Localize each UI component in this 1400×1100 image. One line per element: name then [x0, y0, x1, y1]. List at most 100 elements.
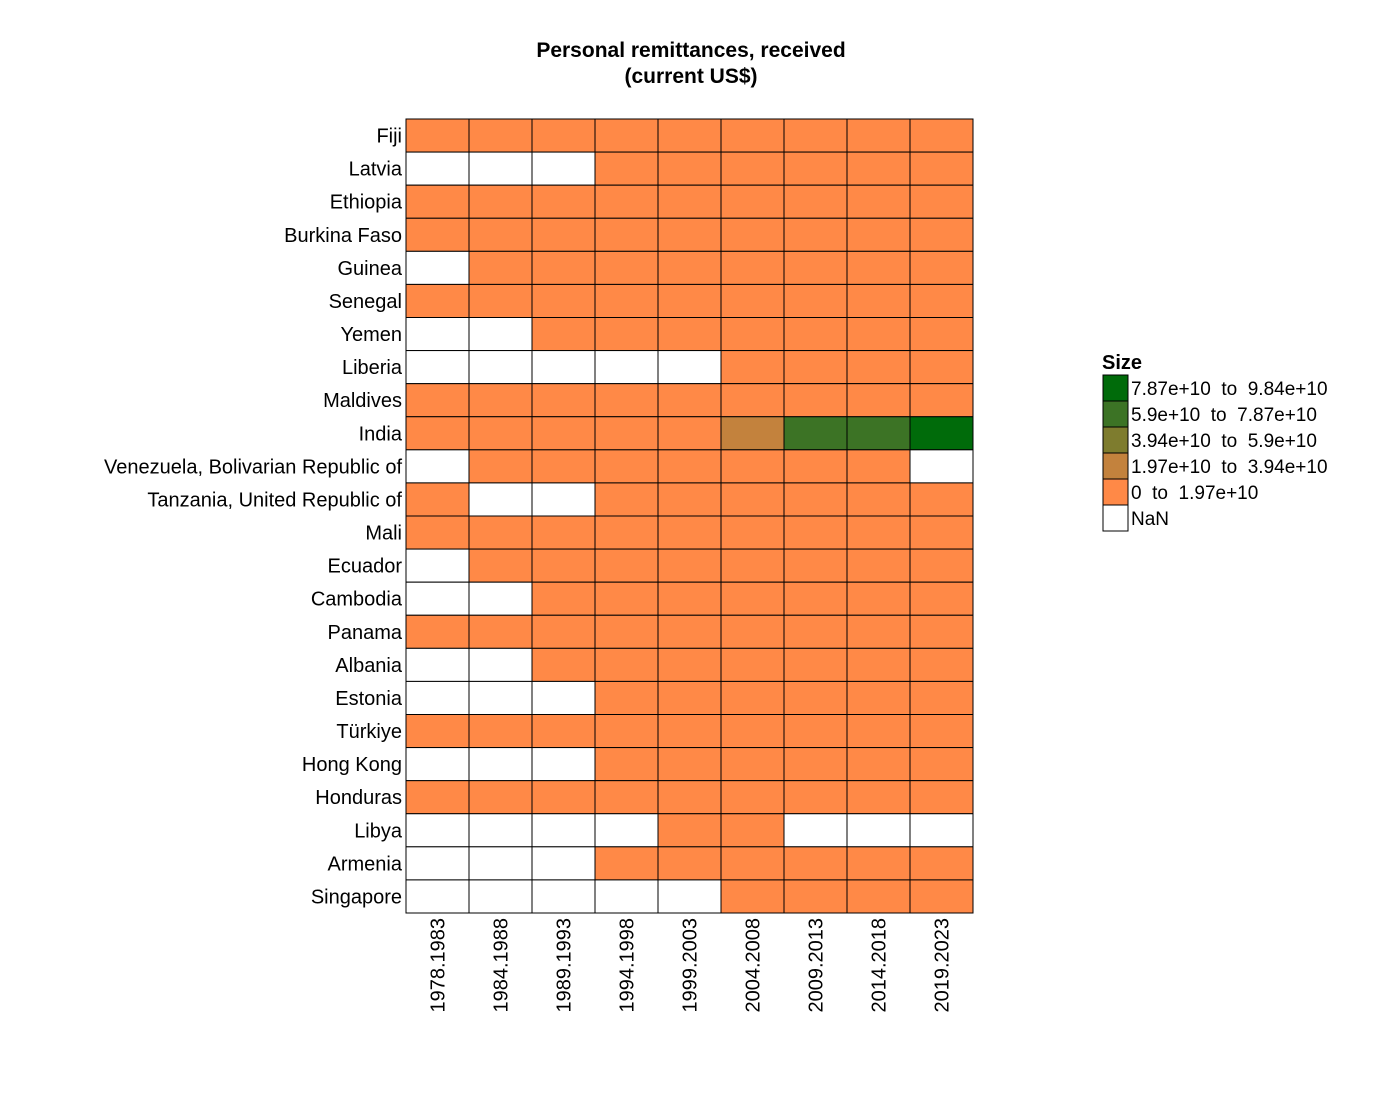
legend-label: 3.94e+10 to 5.9e+10 — [1131, 431, 1317, 452]
heatmap-cell — [846, 647, 911, 682]
heatmap-cell — [468, 581, 533, 616]
heatmap-cell — [783, 250, 848, 285]
heatmap-cell — [405, 780, 470, 815]
heatmap-cell — [846, 780, 911, 815]
heatmap-cell — [531, 118, 596, 153]
heatmap-cell — [909, 317, 974, 352]
heatmap-cell — [405, 714, 470, 749]
heatmap-cell — [909, 416, 974, 451]
heatmap-cell — [594, 383, 659, 418]
heatmap-cell — [783, 548, 848, 583]
heatmap-cell — [468, 515, 533, 550]
heatmap-cell — [594, 747, 659, 782]
heatmap-cell — [846, 283, 911, 319]
heatmap-cell — [657, 217, 722, 252]
heatmap-cell — [783, 350, 848, 385]
legend-label: 5.9e+10 to 7.87e+10 — [1131, 405, 1317, 426]
heatmap-cell — [720, 118, 785, 153]
legend-swatch — [1102, 452, 1129, 480]
heatmap-cell — [720, 581, 785, 616]
heatmap-cell — [594, 780, 659, 815]
heatmap-cell — [594, 879, 659, 914]
heatmap-cell — [531, 383, 596, 418]
heatmap-cell — [594, 680, 659, 715]
row-label: Venezuela, Bolivarian Republic of — [104, 456, 402, 478]
row-label: Mali — [365, 523, 402, 545]
heatmap-cell — [783, 614, 848, 649]
heatmap-cell — [720, 780, 785, 815]
heatmap-cell — [909, 714, 974, 749]
heatmap-cell — [531, 747, 596, 782]
row-label: Fiji — [376, 126, 402, 148]
heatmap-cell — [720, 317, 785, 352]
heatmap-cell — [594, 647, 659, 682]
heatmap-cell — [468, 813, 533, 848]
heatmap-cell — [468, 714, 533, 749]
legend-label: 0 to 1.97e+10 — [1131, 483, 1258, 504]
heatmap-cell — [531, 250, 596, 285]
row-label: Hong Kong — [302, 754, 402, 776]
heatmap-cell — [468, 879, 533, 914]
heatmap-cell — [846, 184, 911, 219]
heatmap-cell — [909, 250, 974, 285]
heatmap-cell — [720, 151, 785, 186]
heatmap-cell — [720, 614, 785, 649]
heatmap-cell — [846, 581, 911, 616]
row-label: Burkina Faso — [284, 225, 402, 247]
heatmap-cell — [783, 416, 848, 451]
heatmap-cell — [468, 283, 533, 319]
heatmap-cell — [531, 647, 596, 682]
row-label: Latvia — [349, 159, 403, 181]
heatmap-cell — [594, 449, 659, 484]
heatmap-cell — [405, 449, 470, 484]
heatmap-cell — [405, 118, 470, 153]
heatmap-cell — [720, 680, 785, 715]
heatmap-cell — [468, 350, 533, 385]
row-label: Guinea — [338, 258, 403, 280]
heatmap-cell — [531, 482, 596, 517]
heatmap-cell — [594, 846, 659, 881]
heatmap-cell — [405, 184, 470, 219]
heatmap-cell — [783, 647, 848, 682]
legend-label: 7.87e+10 to 9.84e+10 — [1131, 379, 1328, 400]
heatmap-cell — [405, 350, 470, 385]
heatmap-cell — [531, 581, 596, 616]
heatmap-cell — [846, 151, 911, 186]
row-label: Estonia — [335, 688, 403, 710]
heatmap-cell — [405, 647, 470, 682]
heatmap-cell — [468, 614, 533, 649]
row-label: Albania — [335, 655, 403, 677]
heatmap-cell — [531, 283, 596, 319]
column-label: 2004.2008 — [743, 918, 765, 1013]
heatmap-cell — [909, 680, 974, 715]
heatmap-cell — [846, 317, 911, 352]
heatmap-cell — [594, 184, 659, 219]
heatmap-cell — [405, 416, 470, 451]
heatmap-cell — [405, 217, 470, 252]
heatmap-cell — [720, 647, 785, 682]
heatmap-cell — [468, 747, 533, 782]
heatmap-cell — [657, 846, 722, 881]
heatmap-cell — [657, 548, 722, 583]
chart-title: Personal remittances, received (current … — [536, 39, 845, 88]
heatmap-cell — [846, 515, 911, 550]
heatmap-cell — [657, 416, 722, 451]
heatmap-cell — [468, 317, 533, 352]
heatmap-cell — [531, 449, 596, 484]
heatmap-cell — [909, 879, 974, 914]
column-label: 1989.1993 — [554, 918, 576, 1013]
heatmap-cell — [657, 317, 722, 352]
heatmap-cell — [657, 250, 722, 285]
heatmap-cell — [531, 714, 596, 749]
heatmap-cell — [783, 680, 848, 715]
heatmap-cell — [405, 680, 470, 715]
heatmap-cell — [909, 151, 974, 186]
heatmap-cell — [909, 515, 974, 550]
heatmap-cell — [720, 350, 785, 385]
heatmap-cell — [594, 283, 659, 319]
heatmap-cell — [531, 780, 596, 815]
heatmap-cell — [657, 747, 722, 782]
column-label: 1984.1988 — [491, 918, 513, 1013]
heatmap-cell — [783, 482, 848, 517]
